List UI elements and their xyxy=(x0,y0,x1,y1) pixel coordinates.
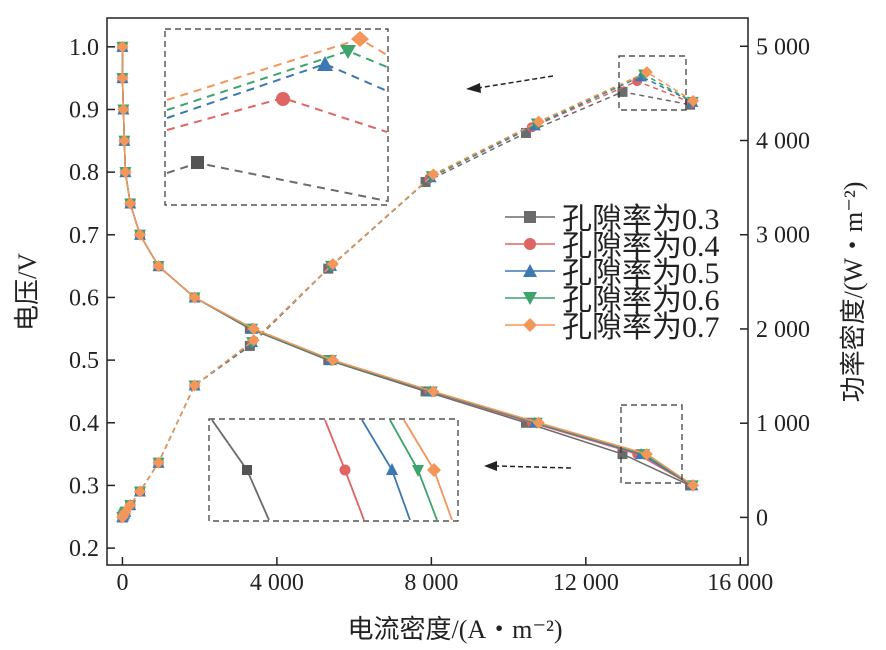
power-inset xyxy=(166,31,388,202)
legend-label: 孔隙率为0.3 xyxy=(562,203,720,236)
data-point xyxy=(133,228,146,241)
y-tick-label: 0.9 xyxy=(69,97,99,123)
data-point xyxy=(532,416,545,429)
y2-tick-label: 5 000 xyxy=(756,34,810,60)
y-tick-label: 0.6 xyxy=(69,285,99,311)
x-tick-label: 4 000 xyxy=(250,570,304,596)
arrow-icon xyxy=(495,465,572,469)
data-point xyxy=(247,322,260,335)
legend-label: 孔隙率为0.4 xyxy=(562,230,720,263)
data-point xyxy=(617,86,628,97)
y2-tick-label: 3 000 xyxy=(756,223,810,249)
callout-arrows xyxy=(466,75,572,471)
data-point xyxy=(640,66,653,79)
data-point xyxy=(524,238,536,250)
y2-axis-label: 功率密度/(W・m⁻²) xyxy=(839,182,868,403)
data-point xyxy=(133,485,146,498)
x-tick-label: 16 000 xyxy=(707,570,773,596)
series-孔隙率为0.7 xyxy=(116,40,700,524)
data-point xyxy=(523,292,537,305)
y-tick-label: 0.8 xyxy=(69,160,99,186)
plot-frame xyxy=(106,17,749,566)
data-point xyxy=(188,379,201,392)
data-point xyxy=(640,448,653,461)
data-point xyxy=(116,72,129,85)
data-point xyxy=(427,168,440,181)
y-tick-label: 0.2 xyxy=(69,536,99,562)
data-point xyxy=(326,257,339,270)
data-point xyxy=(117,103,130,116)
x-tick-label: 12 000 xyxy=(553,570,619,596)
data-point xyxy=(524,211,536,223)
legend-label: 孔隙率为0.5 xyxy=(562,257,720,290)
y2-tick-label: 4 000 xyxy=(756,128,810,154)
data-point xyxy=(124,197,137,210)
data-point xyxy=(116,40,129,53)
y-tick-label: 0.3 xyxy=(69,473,99,499)
x-tick-label: 8 000 xyxy=(404,570,458,596)
y-axis-label: 电压/V xyxy=(13,253,42,331)
data-point xyxy=(152,260,165,273)
data-point xyxy=(520,127,531,138)
zoom-callouts xyxy=(164,28,687,522)
power-inset-box xyxy=(164,28,389,206)
data-point xyxy=(427,385,440,398)
x-axis-label: 电流密度/(A・m⁻²) xyxy=(347,615,562,644)
legend-label: 孔隙率为0.7 xyxy=(562,311,720,344)
data-point xyxy=(520,417,531,428)
y2-tick-label: 2 000 xyxy=(756,317,810,343)
voltage-inset-box xyxy=(208,418,459,522)
voltage-callout-box xyxy=(620,404,683,484)
data-point xyxy=(119,166,132,179)
data-point xyxy=(124,499,137,512)
power-peak-callout-box xyxy=(618,55,687,111)
data-point xyxy=(188,291,201,304)
voltage-inset xyxy=(211,419,453,521)
data-point xyxy=(118,134,131,147)
data-point xyxy=(617,449,628,460)
data-point xyxy=(687,479,700,492)
y-tick-label: 0.4 xyxy=(69,411,99,437)
x-tick-label: 0 xyxy=(116,570,128,596)
axes: 0 4 000 8 000 12 000 16 000 0.2 0.3 0.4 0.5 0.6 0.… xyxy=(69,34,810,596)
arrow-icon xyxy=(477,75,554,89)
data-point xyxy=(523,318,537,332)
data-point xyxy=(152,456,165,469)
y-tick-label: 0.5 xyxy=(69,348,99,374)
y-tick-label: 1.0 xyxy=(69,35,99,61)
y2-tick-label: 0 xyxy=(756,505,768,531)
data-point xyxy=(523,264,537,277)
legend-label: 孔隙率为0.6 xyxy=(562,284,720,317)
data-point xyxy=(687,94,700,107)
y2-tick-label: 1 000 xyxy=(756,411,810,437)
data-point xyxy=(326,354,339,367)
y-tick-label: 0.7 xyxy=(69,223,99,249)
data-point xyxy=(532,115,545,128)
data-point xyxy=(247,334,260,347)
series-lines xyxy=(116,40,700,524)
